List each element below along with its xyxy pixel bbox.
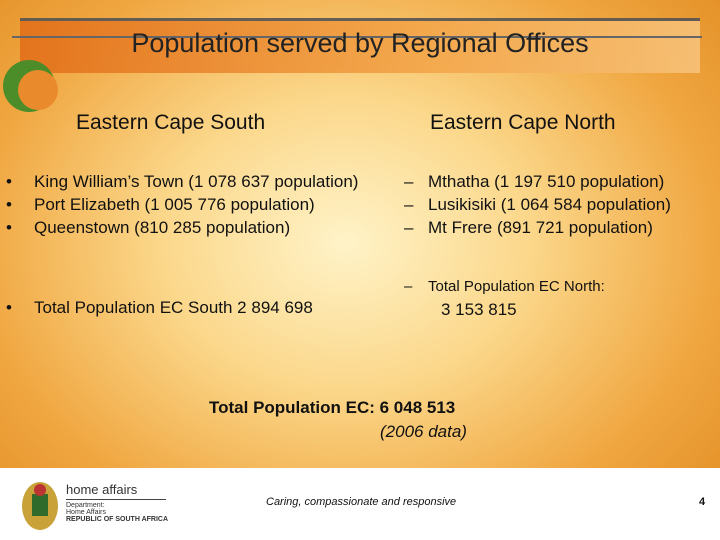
slide-title: Population served by Regional Offices	[131, 28, 589, 58]
list-item: Queenstown (810 285 population)	[0, 216, 370, 239]
logo-line: Department:	[66, 502, 105, 509]
left-heading: Eastern Cape South	[76, 111, 266, 134]
logo-name: home affairs	[66, 482, 138, 497]
total-label: Total Population EC North:	[398, 275, 720, 298]
tagline: Caring, compassionate and responsive	[266, 496, 457, 508]
logo-line: REPUBLIC OF SOUTH AFRICA	[66, 516, 169, 523]
footer: home affairs Department: Home Affairs RE…	[0, 468, 720, 540]
coat-of-arms	[22, 482, 58, 530]
title-rule	[12, 36, 702, 38]
logo-rule	[66, 499, 166, 500]
right-total-list: Total Population EC North:	[398, 275, 720, 298]
grand-total: Total Population EC: 6 048 513	[209, 398, 456, 417]
logo-line: Home Affairs	[66, 509, 106, 516]
data-note: (2006 data)	[380, 422, 467, 441]
left-list: King William’s Town (1 078 637 populatio…	[0, 170, 370, 239]
total: Total Population EC South 2 894 698	[0, 296, 380, 319]
list-item: Port Elizabeth (1 005 776 population)	[0, 193, 370, 216]
page-number: 4	[699, 496, 706, 508]
total-value: 3 153 815	[441, 300, 517, 319]
right-list: Mthatha (1 197 510 population) Lusikisik…	[398, 170, 720, 239]
left-total-list: Total Population EC South 2 894 698	[0, 296, 380, 319]
list-item: King William’s Town (1 078 637 populatio…	[0, 170, 370, 193]
list-item: Lusikisiki (1 064 584 population)	[398, 193, 720, 216]
list-item: Mt Frere (891 721 population)	[398, 216, 720, 239]
title-band	[20, 18, 700, 73]
list-item: Mthatha (1 197 510 population)	[398, 170, 720, 193]
right-heading: Eastern Cape North	[430, 111, 616, 134]
decor-circle	[18, 70, 58, 110]
